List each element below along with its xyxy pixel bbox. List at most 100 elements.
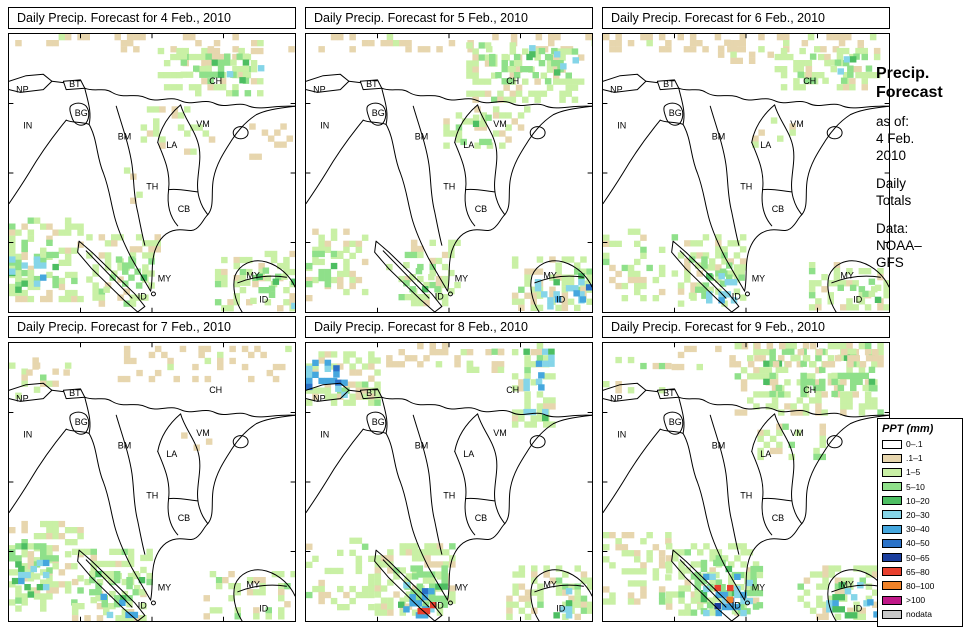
- singapore-island: [745, 292, 749, 296]
- country-label: IN: [617, 121, 626, 131]
- china-border: [679, 88, 889, 108]
- ganges-delta: [660, 120, 683, 124]
- sumatra-island: [375, 550, 442, 621]
- singapore-island: [448, 601, 452, 605]
- legend-entry: 65–80: [882, 567, 958, 577]
- sumatra-island: [78, 550, 145, 621]
- data-source-line2: GFS: [876, 255, 904, 270]
- country-label: TH: [740, 182, 752, 192]
- country-label: BT: [366, 79, 378, 89]
- country-label: NP: [313, 84, 326, 94]
- china-border: [85, 88, 295, 108]
- country-label: VM: [493, 428, 507, 438]
- vietnam-west-border: [181, 105, 208, 215]
- sumatra-ridge: [383, 251, 429, 298]
- country-label: IN: [320, 430, 329, 440]
- precip-layer: [9, 345, 295, 621]
- country-label: LA: [463, 140, 474, 150]
- legend-label: nodata: [906, 609, 932, 620]
- panel-title-feb9: Daily Precip. Forecast for 9 Feb., 2010: [602, 316, 890, 338]
- malaysia-borneo-border: [535, 276, 584, 283]
- data-source-label: Data:: [876, 221, 909, 236]
- legend-title: PPT (mm): [882, 423, 934, 435]
- border-segment: [646, 390, 657, 391]
- borneo-coast-west: [531, 585, 539, 621]
- country-label: NP: [610, 393, 623, 403]
- country-label: VM: [493, 119, 507, 129]
- sumatra-island: [78, 241, 145, 312]
- laos-border: [455, 105, 478, 143]
- cambodia-border: [763, 189, 792, 192]
- bangladesh-border: [70, 412, 89, 434]
- map-feb4: NP BT BG IN BM CH VM LA TH CB MY ID MY ID: [8, 33, 296, 313]
- country-label: VM: [790, 428, 804, 438]
- as-of-label: as of:: [876, 114, 910, 129]
- vietnam-west-border: [775, 105, 802, 215]
- country-label: MY: [840, 580, 854, 590]
- country-label: IN: [23, 121, 32, 131]
- country-label: CB: [475, 204, 488, 214]
- country-label: ID: [435, 292, 445, 302]
- vietnam-coast: [505, 415, 592, 523]
- ganges-delta: [66, 429, 89, 433]
- hainan-island: [530, 436, 545, 448]
- coastline-layer: [306, 343, 592, 621]
- vietnam-coast: [802, 415, 889, 523]
- map-feb9: NP BT BG IN BM CH VM LA TH CB MY ID MY ID: [602, 342, 890, 622]
- legend-swatch: [882, 496, 902, 506]
- vietnam-coast: [505, 106, 592, 214]
- country-label: VM: [196, 428, 210, 438]
- border-segment: [349, 390, 360, 391]
- india-coast: [9, 429, 66, 512]
- panel-title-feb6: Daily Precip. Forecast for 6 Feb., 2010: [602, 7, 890, 29]
- gulf-coast: [448, 215, 505, 291]
- legend-label: 1–5: [906, 467, 921, 478]
- country-label: ID: [259, 603, 269, 613]
- india-coast: [306, 429, 363, 512]
- info-sidebar: Precip. Forecast as of: 4 Feb. 2010 Dail…: [876, 64, 964, 271]
- laos-border: [752, 414, 775, 452]
- singapore-island: [745, 601, 749, 605]
- country-label: ID: [732, 292, 742, 302]
- frame-ticks: [306, 34, 592, 312]
- country-label: IN: [23, 430, 32, 440]
- map-svg: NP BT BG IN BM CH VM LA TH CB MY ID MY ID: [306, 343, 592, 621]
- legend-swatch: [882, 538, 902, 548]
- country-label: BG: [75, 108, 88, 118]
- country-label: CH: [506, 76, 519, 86]
- country-label: LA: [760, 449, 771, 459]
- burma-coast: [683, 433, 744, 600]
- sumatra-island: [672, 550, 739, 621]
- legend-swatch: [882, 510, 902, 520]
- country-label: CH: [803, 76, 816, 86]
- legend-label: 65–80: [906, 566, 930, 577]
- burma-thailand-border: [413, 415, 442, 554]
- legend-swatch: [882, 482, 902, 492]
- coastline-layer: [306, 34, 592, 312]
- country-label: LA: [166, 140, 177, 150]
- legend-swatch: [882, 553, 902, 562]
- thailand-east-border: [752, 142, 772, 225]
- country-label: NP: [16, 393, 29, 403]
- frame-ticks: [306, 343, 592, 621]
- borneo-coast-north: [235, 261, 295, 287]
- thailand-east-border: [158, 142, 178, 225]
- as-of-date-line1: 4 Feb.: [876, 131, 915, 146]
- country-label: BT: [663, 79, 675, 89]
- country-label: LA: [760, 140, 771, 150]
- hainan-island: [827, 127, 842, 139]
- china-border: [382, 88, 592, 108]
- cambodia-border: [169, 498, 198, 501]
- map-svg: NP BT BG IN BM CH VM LA TH CB MY ID MY ID: [9, 343, 295, 621]
- legend-swatch: [882, 609, 902, 619]
- singapore-island: [151, 601, 155, 605]
- legend-label: 40–50: [906, 538, 930, 549]
- borneo-coast-west: [234, 585, 242, 621]
- singapore-island: [448, 292, 452, 296]
- legend-entry: 1–5: [882, 467, 958, 477]
- country-label: IN: [320, 121, 329, 131]
- china-border: [679, 397, 889, 417]
- vietnam-coast: [208, 415, 295, 523]
- border-segment: [646, 81, 657, 82]
- borneo-coast-north: [532, 570, 592, 596]
